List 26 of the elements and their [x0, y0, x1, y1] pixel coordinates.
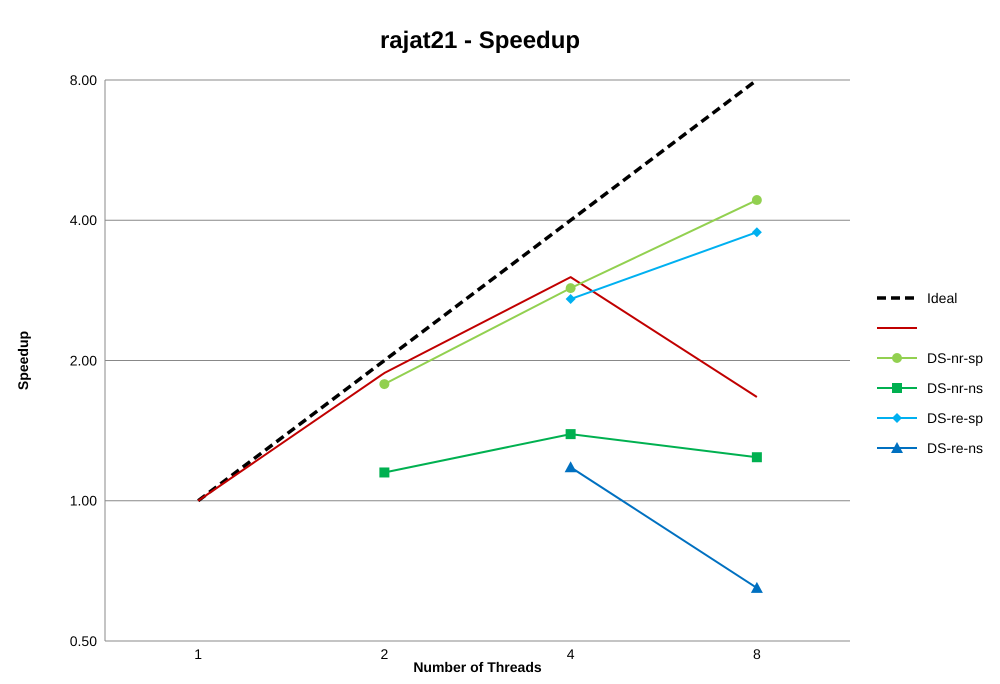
y-tick-label: 0.50 [70, 632, 98, 649]
point [566, 429, 576, 440]
y-tick-label: 2.00 [70, 352, 98, 368]
legend-label: DS-re-ns [927, 440, 984, 456]
legend-label: DS-nr-sp [927, 350, 984, 366]
x-tick-label: 8 [752, 646, 761, 662]
line-series [197, 276, 758, 502]
y-tick-label: 4.00 [70, 212, 98, 228]
point [752, 452, 762, 462]
legend-label: DS-nr-ns [927, 380, 984, 396]
y-axis-title: Speedup [14, 330, 31, 390]
point [379, 467, 390, 478]
x-tick-label: 1 [194, 646, 202, 662]
point [566, 283, 576, 294]
point [566, 294, 576, 304]
legend-label: DS-re-sp [927, 410, 984, 426]
point [752, 227, 762, 238]
y-tick-label: 8.00 [70, 72, 98, 88]
x-tick-label: 4 [566, 646, 575, 662]
chart-title: rajat21 - Speedup [378, 27, 582, 55]
point [379, 379, 390, 390]
legend-label: Ideal [927, 290, 958, 306]
x-tick-label: 2 [380, 646, 388, 662]
x-axis-title: Number of Threads [413, 659, 542, 675]
y-tick-label: 1.00 [70, 492, 98, 509]
point [752, 195, 762, 206]
